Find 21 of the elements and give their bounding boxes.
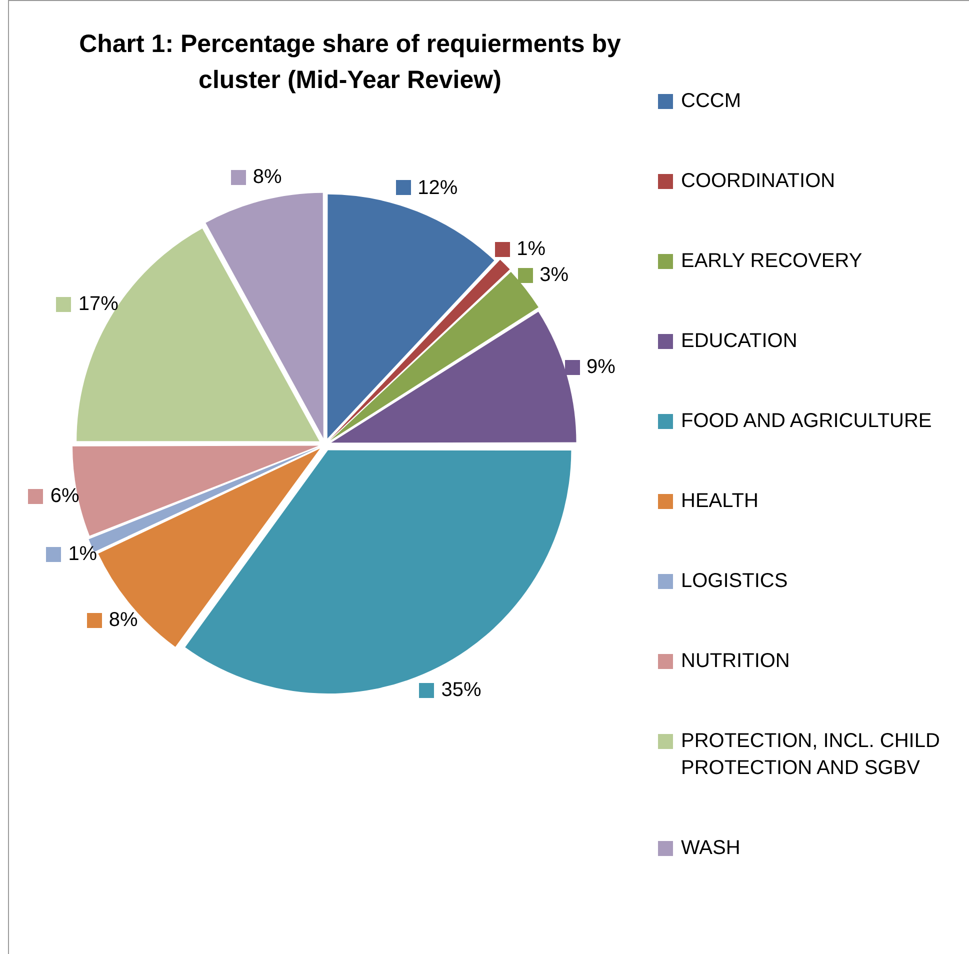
legend-label: EARLY RECOVERY: [681, 249, 862, 274]
data-label: 12%: [418, 176, 458, 200]
legend-label: COORDINATION: [681, 169, 836, 194]
legend-label: WASH: [681, 836, 740, 861]
data-label: 6%: [50, 484, 80, 508]
data-label: 9%: [586, 355, 616, 380]
legend-label: NUTRITION: [681, 649, 790, 674]
legend-label: FOOD AND AGRICULTURE: [681, 409, 932, 434]
legend-label: HEALTH: [681, 489, 758, 514]
data-label: 1%: [516, 237, 546, 262]
data-label: 3%: [540, 263, 568, 288]
data-label: 8%: [108, 608, 138, 632]
legend-label: EDUCATION: [681, 329, 798, 354]
legend-label: LOGISTICS: [681, 569, 788, 594]
legend-label: PROTECTION, INCL. CHILD PROTECTION AND SGBV: [681, 729, 941, 781]
data-label: 17%: [78, 292, 118, 316]
data-label: 1%: [68, 542, 98, 566]
data-label: 35%: [441, 678, 482, 702]
data-label: 8%: [252, 165, 282, 190]
legend-label: CCCM: [681, 89, 741, 114]
chart-title: Chart 1: Percentage share of requierments by cluster (Mid-Year Review): [78, 29, 622, 96]
